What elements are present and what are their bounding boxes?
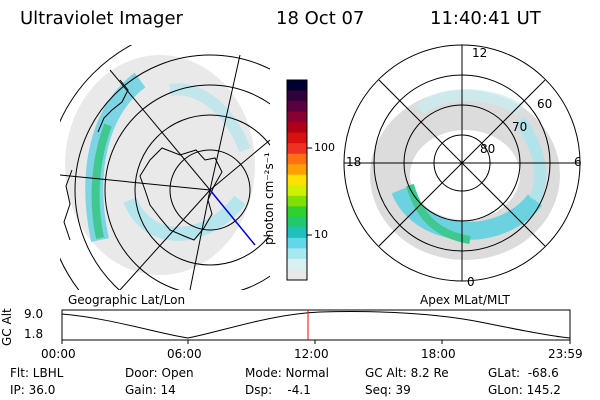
info-mode: Mode: Normal [245,366,329,380]
altitude-ytick-max: 9.0 [24,307,44,321]
colorbar-swatch [287,153,307,165]
time-label: 11:40:41 UT [430,8,541,29]
app-title: Ultraviolet Imager [20,8,183,29]
info-door: Door: Open [125,366,194,380]
info-gain: Gain: 14 [125,383,176,397]
mlt-label-12: 12 [472,46,488,60]
mlt-label-18: 18 [346,155,362,169]
colorbar-swatch [287,206,307,218]
xtick-0600: 06:00 [167,347,202,361]
left-caption: Geographic Lat/Lon [68,293,186,307]
colorbar-swatch [287,101,307,113]
colorbar-swatch [287,90,307,102]
colorbar-swatch [287,185,307,197]
mlat-label-60: 60 [537,97,553,111]
altitude-ylabel: GC Alt [0,308,14,346]
mlt-label-0: 0 [467,275,475,289]
colorbar-swatch [287,269,307,281]
info-dsp: Dsp: -4.1 [245,383,311,397]
colorbar-swatch [287,227,307,239]
xtick-0000: 00:00 [41,347,76,361]
info-glat: GLat: -68.6 [488,366,559,380]
mlat-label-80: 80 [480,142,496,156]
colorbar-swatch [287,143,307,155]
info-gc-alt: GC Alt: 8.2 Re [365,366,449,380]
xtick-1200: 12:00 [294,347,329,361]
mlat-label-70: 70 [512,120,528,134]
colorbar-swatch [287,195,307,207]
colorbar-swatch [287,237,307,249]
colorbar-swatch [287,80,307,92]
xtick-1800: 18:00 [421,347,456,361]
info-glon: GLon: 145.2 [488,383,561,397]
colorbar-swatch [287,111,307,123]
colorbar-swatch [287,248,307,260]
colorbar-swatch [287,164,307,176]
colorbar-ticks [307,147,312,236]
info-seq: Seq: 39 [365,383,411,397]
colorbar [286,79,308,281]
xtick-2359: 23:59 [548,347,583,361]
colorbar-swatch [287,216,307,228]
colorbar-tick-10: 10 [314,228,328,241]
info-ip: IP: 36.0 [10,383,56,397]
mlt-label-6: 6 [574,155,582,169]
colorbar-swatch [287,122,307,134]
info-flt: Flt: LBHL [10,366,64,380]
colorbar-swatch [287,174,307,186]
altitude-ytick-min: 1.8 [24,327,44,341]
colorbar-swatch [287,258,307,270]
right-caption: Apex MLat/MLT [420,293,510,307]
colorbar-swatch [287,132,307,144]
date-label: 18 Oct 07 [276,8,365,29]
colorbar-border [286,79,308,281]
colorbar-tick-100: 100 [314,141,335,154]
